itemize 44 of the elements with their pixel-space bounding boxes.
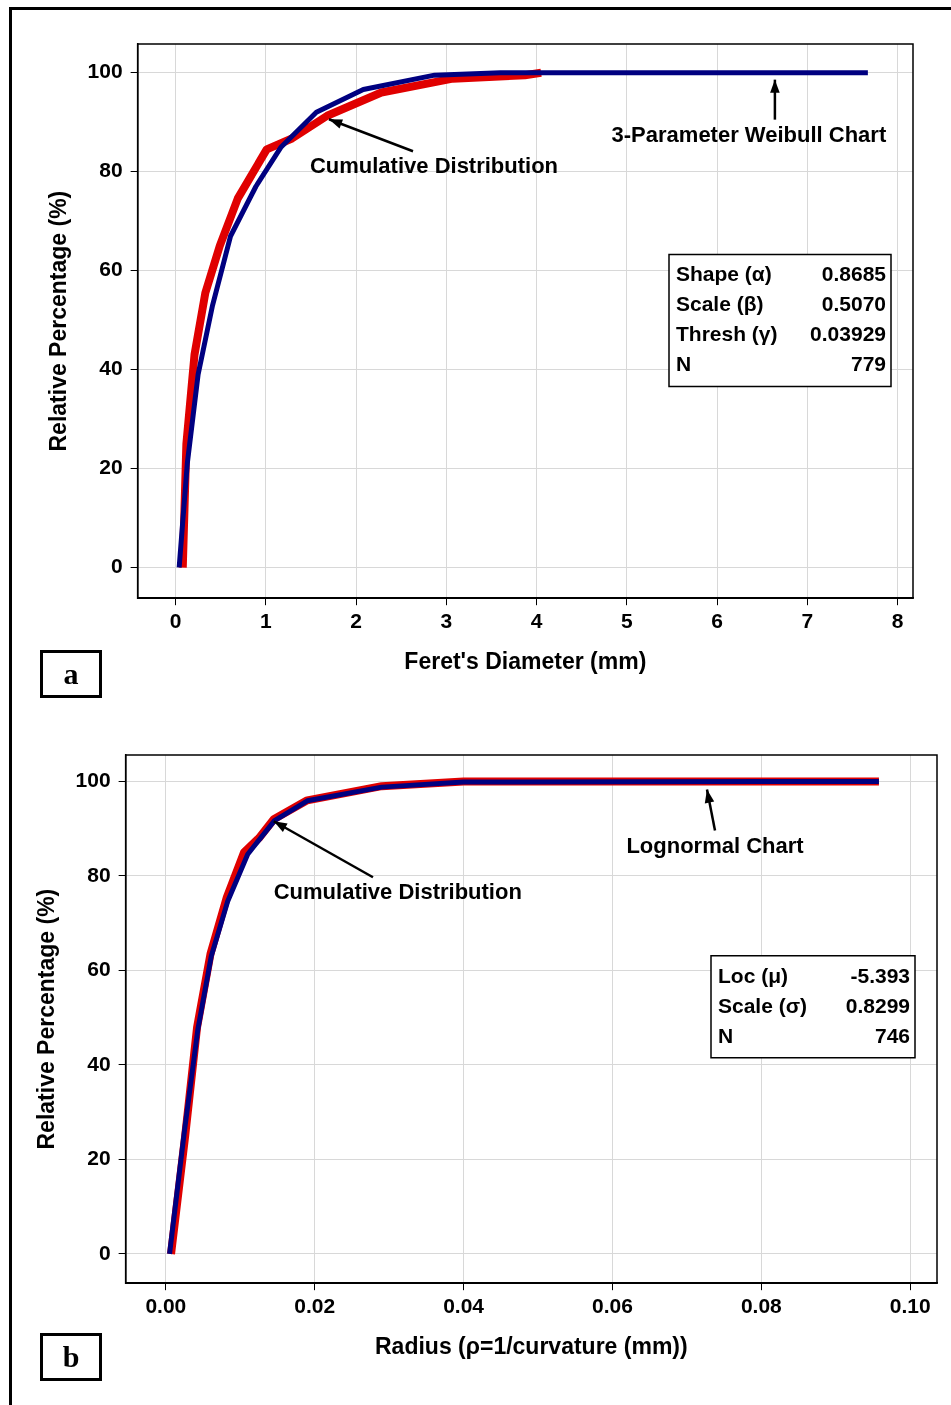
y-tick-label: 100 xyxy=(75,768,111,792)
x-tick-label: 4 xyxy=(530,608,543,632)
text: Thresh (γ) 0.03929 xyxy=(676,322,886,346)
x-tick-label: 3 xyxy=(440,608,453,632)
annotation: 3-Parameter Weibull Chart xyxy=(611,121,887,147)
x-tick-label: 0 xyxy=(169,608,182,632)
y-tick-label: 40 xyxy=(87,1051,111,1075)
text: N 779 xyxy=(676,352,886,376)
x-tick-label: 0.02 xyxy=(294,1293,336,1317)
text: b xyxy=(40,1333,102,1381)
y-tick-label: 40 xyxy=(99,356,123,380)
annotation: Cumulative Distribution xyxy=(273,879,522,905)
annotation: Cumulative Distribution xyxy=(309,153,559,179)
x-axis-title: Radius (ρ=1/curvature (mm)) xyxy=(374,1332,688,1359)
y-tick-label: 60 xyxy=(87,957,111,981)
y-tick-label: 80 xyxy=(99,158,123,182)
x-tick-label: 0.08 xyxy=(740,1293,783,1317)
x-axis-title: Feret's Diameter (mm) xyxy=(404,647,647,674)
text: a xyxy=(40,650,102,698)
y-tick-label: 60 xyxy=(99,257,123,281)
x-tick-label: 8 xyxy=(891,608,904,632)
x-tick-label: 0.04 xyxy=(443,1293,485,1317)
y-tick-label: 20 xyxy=(99,455,123,479)
y-tick-label: 80 xyxy=(87,862,111,886)
text: Loc (μ) -5.393 xyxy=(718,963,910,987)
x-tick-label: 1 xyxy=(259,608,272,632)
annotation: Lognormal Chart xyxy=(626,832,805,858)
x-tick-label: 0.00 xyxy=(145,1293,187,1317)
y-axis-title: Relative Percentage (%) xyxy=(33,888,60,1150)
x-tick-label: 6 xyxy=(711,608,723,632)
y-axis-title: Relative Percentage (%) xyxy=(45,190,72,452)
text: Shape (α) 0.8685 xyxy=(676,262,886,286)
y-tick-label: 100 xyxy=(87,59,123,83)
text: Scale (σ) 0.8299 xyxy=(718,993,910,1017)
x-tick-label: 0.10 xyxy=(889,1293,931,1317)
y-tick-label: 0 xyxy=(98,1240,111,1264)
x-tick-label: 7 xyxy=(801,608,814,632)
text: N 746 xyxy=(718,1023,910,1047)
y-tick-label: 20 xyxy=(87,1146,111,1170)
y-tick-label: 0 xyxy=(110,554,123,578)
text: Scale (β) 0.5070 xyxy=(676,292,886,316)
x-tick-label: 2 xyxy=(350,608,362,632)
x-tick-label: 0.06 xyxy=(592,1293,633,1317)
x-tick-label: 5 xyxy=(621,608,634,632)
